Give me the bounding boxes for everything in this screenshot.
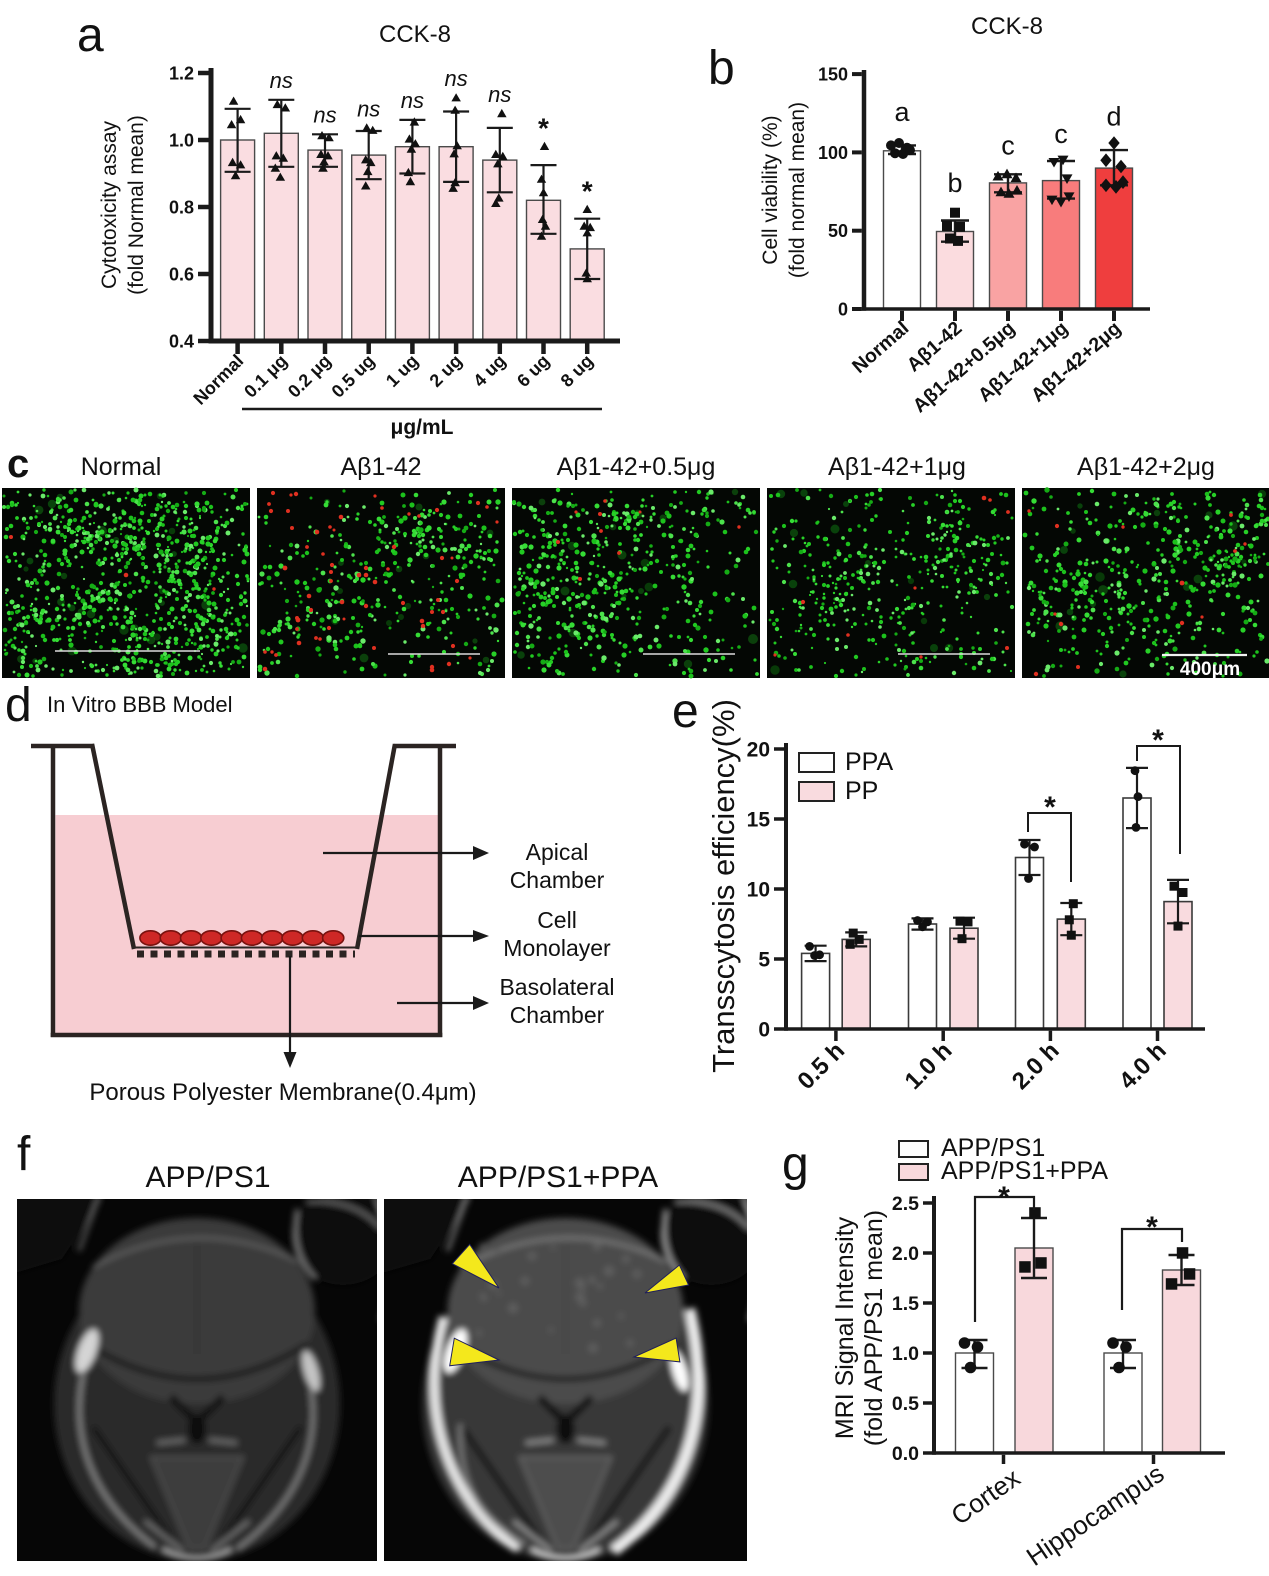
svg-text:*: * <box>582 176 593 207</box>
svg-text:c: c <box>7 442 29 486</box>
svg-text:Aβ1-42+2μg: Aβ1-42+2μg <box>1077 453 1215 481</box>
svg-text:(fold normal mean): (fold normal mean) <box>786 102 809 278</box>
svg-text:Chamber: Chamber <box>510 867 605 893</box>
svg-text:Porous Polyester Membrane(0.4μ: Porous Polyester Membrane(0.4μm) <box>89 1079 476 1106</box>
svg-text:ns: ns <box>313 102 336 127</box>
svg-text:0.4: 0.4 <box>169 332 194 352</box>
svg-text:0: 0 <box>758 1019 770 1042</box>
svg-text:CCK-8: CCK-8 <box>971 13 1043 40</box>
svg-text:Aβ1-42+0.5μg: Aβ1-42+0.5μg <box>557 453 716 481</box>
svg-text:1.2: 1.2 <box>169 64 194 84</box>
svg-text:0: 0 <box>838 300 848 320</box>
svg-text:ns: ns <box>357 96 380 121</box>
svg-text:20: 20 <box>747 739 770 762</box>
svg-text:e: e <box>672 685 699 738</box>
svg-text:Aβ1-42+1μg: Aβ1-42+1μg <box>828 453 966 481</box>
svg-text:2.5: 2.5 <box>892 1193 919 1215</box>
svg-text:(fold Normal mean): (fold Normal mean) <box>125 115 148 295</box>
svg-text:Transscytosis efficiency(%): Transscytosis efficiency(%) <box>706 699 741 1073</box>
svg-text:b: b <box>947 168 962 198</box>
svg-text:150: 150 <box>818 65 848 85</box>
svg-text:0.0: 0.0 <box>892 1443 919 1465</box>
svg-text:f: f <box>17 1128 31 1181</box>
svg-text:Cytotoxicity assay: Cytotoxicity assay <box>98 120 121 289</box>
svg-text:50: 50 <box>828 221 848 241</box>
svg-text:Aβ1-42: Aβ1-42 <box>340 453 421 481</box>
svg-text:d: d <box>5 679 32 732</box>
svg-text:In Vitro BBB Model: In Vitro BBB Model <box>47 692 232 717</box>
svg-text:APP/PS1: APP/PS1 <box>145 1161 270 1194</box>
svg-text:Normal: Normal <box>81 453 162 481</box>
svg-text:10: 10 <box>747 879 770 902</box>
svg-text:ns: ns <box>444 66 467 91</box>
svg-text:0.8: 0.8 <box>169 198 194 218</box>
svg-text:400μm: 400μm <box>1180 659 1240 680</box>
svg-text:*: * <box>1044 791 1056 824</box>
svg-text:Cell: Cell <box>537 907 577 933</box>
svg-text:*: * <box>538 113 549 144</box>
svg-text:Cell viability (%): Cell viability (%) <box>759 115 782 264</box>
svg-text:Chamber: Chamber <box>510 1002 605 1028</box>
svg-text:PP: PP <box>845 777 878 805</box>
svg-text:c: c <box>1001 131 1015 161</box>
svg-text:1.0: 1.0 <box>892 1343 919 1365</box>
svg-text:a: a <box>894 97 910 127</box>
svg-text:d: d <box>1106 102 1121 132</box>
svg-text:APP/PS1+PPA: APP/PS1+PPA <box>458 1161 658 1194</box>
svg-text:15: 15 <box>747 809 771 832</box>
svg-text:1.0: 1.0 <box>169 131 194 151</box>
svg-text:Basolateral: Basolateral <box>499 974 614 1000</box>
svg-text:0.5: 0.5 <box>892 1393 919 1415</box>
svg-text:μg/mL: μg/mL <box>390 416 453 439</box>
svg-text:0.6: 0.6 <box>169 265 194 285</box>
svg-text:CCK-8: CCK-8 <box>379 21 451 48</box>
svg-text:PPA: PPA <box>845 748 893 776</box>
svg-text:a: a <box>77 9 104 62</box>
svg-text:*: * <box>1152 724 1164 757</box>
svg-text:b: b <box>708 42 735 95</box>
svg-text:c: c <box>1054 119 1068 149</box>
svg-text:5: 5 <box>758 949 770 972</box>
svg-text:*: * <box>998 1181 1010 1214</box>
svg-text:APP/PS1: APP/PS1 <box>941 1134 1045 1162</box>
svg-text:ns: ns <box>401 88 424 113</box>
svg-text:100: 100 <box>818 143 848 163</box>
svg-text:(fold APP/PS1 mean): (fold APP/PS1 mean) <box>860 1210 888 1446</box>
svg-text:ns: ns <box>488 82 511 107</box>
svg-text:Apical: Apical <box>526 839 589 865</box>
svg-text:MRI Signal Intensity: MRI Signal Intensity <box>831 1216 859 1439</box>
svg-text:ns: ns <box>270 68 293 93</box>
svg-text:*: * <box>1146 1211 1158 1244</box>
svg-text:1.5: 1.5 <box>892 1293 919 1315</box>
svg-text:g: g <box>782 1138 809 1191</box>
svg-text:2.0: 2.0 <box>892 1243 919 1265</box>
svg-text:APP/PS1+PPA: APP/PS1+PPA <box>941 1157 1108 1185</box>
svg-text:Monolayer: Monolayer <box>503 935 611 961</box>
